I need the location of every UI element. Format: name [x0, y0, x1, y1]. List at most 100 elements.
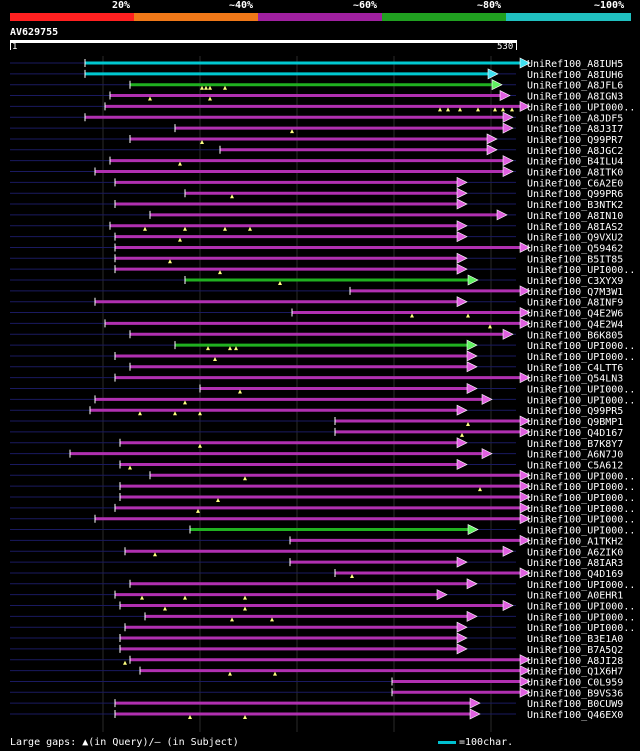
hit-row[interactable]: UniRef100_B0CUW9 [10, 697, 623, 710]
hit-row[interactable]: UniRef100_UPI000.. [10, 469, 635, 482]
hit-name[interactable]: UniRef100_UPI000.. [527, 515, 635, 526]
hit-name[interactable]: UniRef100_A0EHR1 [527, 591, 623, 602]
hit-row[interactable]: UniRef100_UPI000.. [10, 350, 635, 363]
hit-name[interactable]: UniRef100_B3E1A0 [527, 634, 623, 645]
hit-row[interactable]: UniRef100_B6K805 [10, 328, 623, 341]
hit-name[interactable]: UniRef100_C4LTT6 [527, 363, 623, 374]
hit-name[interactable]: UniRef100_A8JI28 [527, 656, 623, 667]
hit-name[interactable]: UniRef100_Q4D169 [527, 569, 623, 580]
hit-row[interactable]: UniRef100_Q59462 [10, 241, 623, 254]
hit-row[interactable]: UniRef100_A8JDF5 [10, 111, 623, 124]
hit-name[interactable]: UniRef100_B6K805 [527, 330, 623, 341]
hit-name[interactable]: UniRef100_A8IAR3 [527, 558, 623, 569]
hit-name[interactable]: UniRef100_Q46EX0 [527, 710, 623, 721]
hit-name[interactable]: UniRef100_A8JDF5 [527, 113, 623, 124]
hit-name[interactable]: UniRef100_A8JGC2 [527, 146, 623, 157]
hit-row[interactable]: UniRef100_A8IAS2 [10, 220, 623, 233]
hit-name[interactable]: UniRef100_UPI000.. [527, 526, 635, 537]
hit-row[interactable]: UniRef100_A0EHR1 [10, 589, 623, 602]
hit-name[interactable]: UniRef100_Q9VXU2 [527, 233, 623, 244]
hit-name[interactable]: UniRef100_Q7M3W1 [527, 287, 623, 298]
hit-row[interactable]: UniRef100_Q7M3W1 [10, 285, 623, 298]
hit-name[interactable]: UniRef100_A8INF9 [527, 298, 623, 309]
hit-name[interactable]: UniRef100_UPI000.. [527, 385, 635, 396]
hit-name[interactable]: UniRef100_A8IGN3 [527, 92, 623, 103]
hit-row[interactable]: UniRef100_B3E1A0 [10, 632, 623, 645]
hit-row[interactable]: UniRef100_C3XYX9 [10, 274, 623, 287]
hit-row[interactable]: UniRef100_B7A5Q2 [10, 643, 623, 656]
hit-row[interactable]: UniRef100_B9VS36 [10, 686, 623, 699]
hit-name[interactable]: UniRef100_Q99PR5 [527, 406, 623, 417]
hit-name[interactable]: UniRef100_Q4D167 [527, 428, 623, 439]
hit-row[interactable]: UniRef100_C4LTT6 [10, 361, 623, 374]
hit-row[interactable]: UniRef100_Q4D169 [10, 567, 623, 580]
hit-name[interactable]: UniRef100_UPI000.. [527, 602, 635, 613]
hit-name[interactable]: UniRef100_A8ITK0 [527, 168, 623, 179]
hit-name[interactable]: UniRef100_UPI000.. [527, 580, 635, 591]
hit-name[interactable]: UniRef100_B7A5Q2 [527, 645, 623, 656]
hit-row[interactable]: UniRef100_Q99PR5 [10, 404, 623, 417]
hit-row[interactable]: UniRef100_UPI000.. [10, 600, 635, 613]
hit-name[interactable]: UniRef100_B4ILU4 [527, 157, 623, 168]
hit-name[interactable]: UniRef100_Q54LN3 [527, 374, 623, 385]
hit-row[interactable]: UniRef100_Q54LN3 [10, 372, 623, 385]
hit-row[interactable]: UniRef100_A8ITK0 [10, 166, 623, 179]
hit-name[interactable]: UniRef100_B7K8Y7 [527, 439, 623, 450]
hit-row[interactable]: UniRef100_B3NTK2 [10, 198, 623, 211]
hit-name[interactable]: UniRef100_UPI000.. [527, 352, 635, 363]
hit-row[interactable]: UniRef100_Q9VXU2 [10, 231, 623, 244]
hit-row[interactable]: UniRef100_UPI000.. [10, 100, 635, 113]
hit-row[interactable]: UniRef100_Q9BMP1 [10, 415, 623, 428]
hit-name[interactable]: UniRef100_UPI000.. [527, 471, 635, 482]
hit-row[interactable]: UniRef100_Q4D167 [10, 426, 623, 439]
hit-name[interactable]: UniRef100_UPI000.. [527, 482, 635, 493]
hit-row[interactable]: UniRef100_UPI000.. [10, 524, 635, 537]
hit-name[interactable]: UniRef100_C5A612 [527, 460, 623, 471]
hit-row[interactable]: UniRef100_UPI000.. [10, 393, 635, 406]
hit-name[interactable]: UniRef100_A8IAS2 [527, 222, 623, 233]
hit-name[interactable]: UniRef100_Q59462 [527, 243, 623, 254]
hit-name[interactable]: UniRef100_B5IT85 [527, 254, 623, 265]
hit-row[interactable]: UniRef100_Q46EX0 [10, 708, 623, 721]
hit-row[interactable]: UniRef100_UPI000.. [10, 263, 635, 276]
hit-row[interactable]: UniRef100_UPI000.. [10, 578, 635, 591]
hit-row[interactable]: UniRef100_A8IAR3 [10, 556, 623, 569]
hit-row[interactable]: UniRef100_UPI000.. [10, 383, 635, 396]
hit-name[interactable]: UniRef100_Q4E2W4 [527, 319, 623, 330]
hit-row[interactable]: UniRef100_A8JI28 [10, 654, 623, 667]
hit-name[interactable]: UniRef100_Q99PR7 [527, 135, 623, 146]
hit-row[interactable]: UniRef100_A1TKH2 [10, 534, 623, 547]
hit-row[interactable]: UniRef100_Q1X6H7 [10, 665, 623, 678]
hit-row[interactable]: UniRef100_C5A612 [10, 458, 623, 471]
hit-name[interactable]: UniRef100_C6A2E0 [527, 178, 623, 189]
hit-name[interactable]: UniRef100_A8IUH6 [527, 70, 623, 81]
hit-row[interactable]: UniRef100_B7K8Y7 [10, 437, 623, 450]
hit-row[interactable]: UniRef100_A8IUH6 [10, 68, 623, 81]
hit-name[interactable]: UniRef100_Q9BMP1 [527, 417, 623, 428]
hit-row[interactable]: UniRef100_B5IT85 [10, 252, 623, 265]
hit-name[interactable]: UniRef100_UPI000.. [527, 623, 635, 634]
hit-name[interactable]: UniRef100_A8JFL6 [527, 81, 623, 92]
hit-name[interactable]: UniRef100_B0CUW9 [527, 699, 623, 710]
hit-row[interactable]: UniRef100_A8J3I7 [10, 122, 623, 135]
hit-row[interactable]: UniRef100_A6ZIK0 [10, 545, 623, 558]
hit-name[interactable]: UniRef100_A8IUH5 [527, 59, 623, 70]
hit-name[interactable]: UniRef100_UPI000.. [527, 341, 635, 352]
hit-row[interactable]: UniRef100_Q4E2W4 [10, 317, 623, 330]
hit-name[interactable]: UniRef100_Q99PR6 [527, 189, 623, 200]
hit-name[interactable]: UniRef100_A1TKH2 [527, 536, 623, 547]
hit-name[interactable]: UniRef100_A6N7J0 [527, 450, 623, 461]
hit-row[interactable]: UniRef100_A8IGN3 [10, 90, 623, 103]
hit-name[interactable]: UniRef100_A8IN10 [527, 211, 623, 222]
hit-name[interactable]: UniRef100_UPI000.. [527, 504, 635, 515]
hit-name[interactable]: UniRef100_Q1X6H7 [527, 667, 623, 678]
hit-row[interactable]: UniRef100_A8JGC2 [10, 144, 623, 157]
hit-row[interactable]: UniRef100_Q99PR7 [10, 133, 623, 146]
hit-name[interactable]: UniRef100_B9VS36 [527, 688, 623, 699]
hit-row[interactable]: UniRef100_UPI000.. [10, 610, 635, 623]
hit-name[interactable]: UniRef100_UPI000.. [527, 493, 635, 504]
hit-name[interactable]: UniRef100_Q4E2W6 [527, 309, 623, 320]
hit-name[interactable]: UniRef100_B3NTK2 [527, 200, 623, 211]
hit-row[interactable]: UniRef100_B4ILU4 [10, 155, 623, 168]
hit-row[interactable]: UniRef100_A6N7J0 [10, 448, 623, 461]
